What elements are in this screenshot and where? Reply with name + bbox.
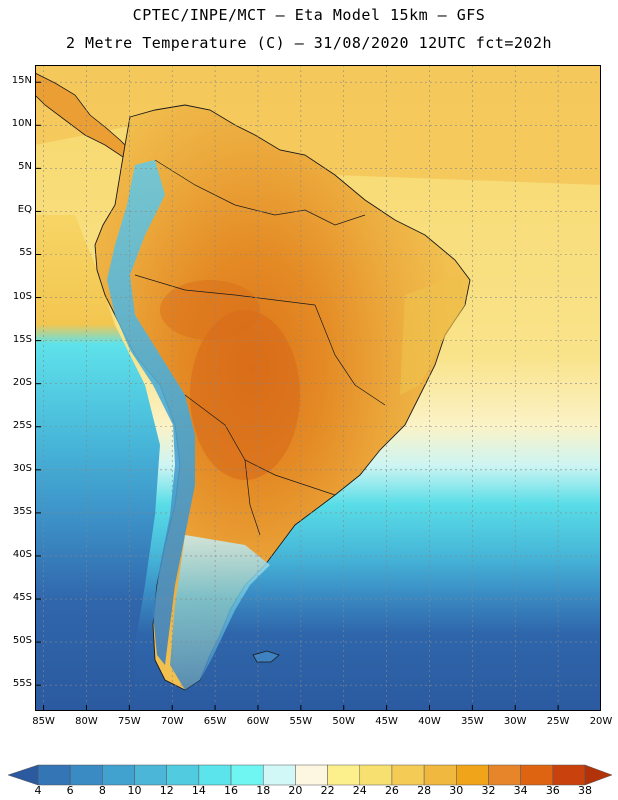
colorbar-label: 36 (545, 784, 560, 797)
lat-label: 15N (11, 75, 32, 87)
map-canvas (35, 65, 601, 711)
lat-label: 50S (12, 635, 32, 647)
colorbar-segment (327, 764, 361, 786)
lat-label: 25S (12, 419, 32, 431)
colorbar-segment (359, 764, 393, 786)
colorbar-label: 26 (384, 784, 399, 797)
amazon-hot-zone (160, 280, 260, 340)
lon-label: 60W (246, 716, 270, 727)
colorbar-segment (423, 764, 457, 786)
colorbar-segment (69, 764, 103, 786)
colorbar-label: 4 (34, 784, 42, 797)
lon-label: 70W (160, 716, 184, 727)
country-borders (134, 159, 386, 536)
colorbar-label: 22 (320, 784, 335, 797)
lat-label: 45S (12, 592, 32, 604)
lat-label: 20S (12, 376, 32, 388)
map-border (35, 65, 601, 711)
colorbar-segment (37, 764, 71, 786)
colorbar-segment (262, 764, 296, 786)
lat-label: 30S (12, 462, 32, 474)
colorbar-label: 10 (127, 784, 142, 797)
colorbar-segment (166, 764, 200, 786)
colorbar-label: 12 (159, 784, 174, 797)
lon-label: 45W (375, 716, 398, 727)
falkland-islands (252, 650, 280, 663)
lon-label: 25W (546, 716, 570, 727)
temperature-map (35, 65, 601, 711)
colorbar-left-arrow (7, 764, 39, 786)
lon-label: 85W (32, 716, 55, 727)
colorbar-segment (456, 764, 489, 786)
lat-label: 10S (12, 290, 32, 302)
lon-label: 80W (75, 716, 98, 727)
colorbar-label: 20 (288, 784, 303, 797)
lat-label: 5N (18, 161, 32, 173)
colorbar-segment (295, 764, 328, 786)
colorbar-label: 16 (224, 784, 239, 797)
map-title: CPTEC/INPE/MCT – Eta Model 15km – GFS (132, 6, 486, 24)
interior-hot-core (190, 310, 300, 480)
colorbar-right-arrow (584, 764, 613, 786)
colorbar-label: 8 (98, 784, 106, 797)
lat-label: 55S (12, 678, 32, 690)
lat-label: 35S (12, 505, 32, 517)
lon-label: 35W (461, 716, 484, 727)
colorbar-segment (230, 764, 264, 786)
lat-label: 5S (19, 247, 32, 259)
andes-cool-region (107, 160, 195, 665)
colorbar-label: 24 (352, 784, 367, 797)
caribbean-warm-band (35, 65, 601, 185)
temperature-colorbar (7, 764, 613, 786)
colorbar-label: 34 (513, 784, 528, 797)
lon-label: 50W (332, 716, 356, 727)
colorbar-segment (134, 764, 167, 786)
colorbar-segment (520, 764, 554, 786)
colorbar-label: 32 (481, 784, 496, 797)
colorbar-segment (488, 764, 521, 786)
colorbar-segment (391, 764, 425, 786)
lon-label: 75W (118, 716, 141, 727)
colorbar-label: 38 (578, 784, 592, 797)
colorbar-label: 14 (191, 784, 206, 797)
lon-label: 55W (289, 716, 313, 727)
colorbar-label: 30 (449, 784, 464, 797)
lat-label: EQ (17, 204, 32, 216)
lon-label: 65W (203, 716, 227, 727)
patagonia-cool-region (170, 535, 270, 690)
pacific-ocean-field (35, 215, 160, 711)
colorbar-label: 18 (256, 784, 271, 797)
colorbar-segment (198, 764, 232, 786)
colorbar-segment (102, 764, 135, 786)
colorbar-segment (552, 764, 586, 786)
northeast-coastal-zone (400, 275, 465, 395)
lon-label: 20W (589, 716, 613, 727)
lon-label: 30W (503, 716, 527, 727)
lon-label: 40W (418, 716, 441, 727)
map-subtitle: 2 Metre Temperature (C) – 31/08/2020 12U… (65, 34, 553, 52)
map-gridlines (35, 65, 601, 711)
lat-label: 40S (12, 548, 32, 560)
colorbar-label: 28 (417, 784, 432, 797)
lat-label: 10N (11, 118, 32, 130)
lat-label: 15S (12, 333, 32, 345)
colorbar-label: 6 (66, 784, 74, 797)
